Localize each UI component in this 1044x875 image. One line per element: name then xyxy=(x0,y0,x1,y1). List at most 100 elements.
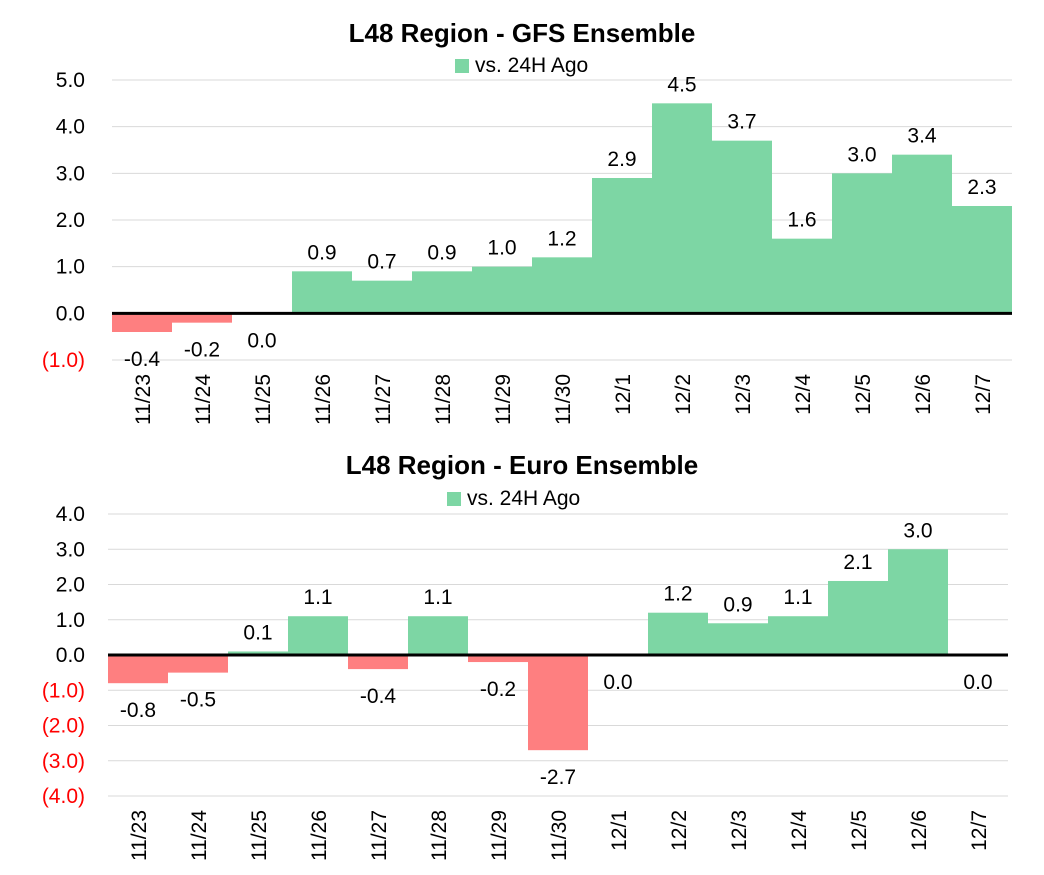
bar xyxy=(352,280,412,314)
data-label: -0.4 xyxy=(360,685,397,708)
data-label: 0.0 xyxy=(963,671,992,694)
data-label: -0.2 xyxy=(480,678,516,701)
data-label: 4.5 xyxy=(667,73,696,96)
x-tick-label: 11/30 xyxy=(552,374,575,425)
x-tick-label: 12/4 xyxy=(788,810,811,851)
x-tick-label: 11/25 xyxy=(248,810,271,861)
x-tick-label: 12/4 xyxy=(792,374,815,415)
bar xyxy=(592,178,652,314)
y-tick-label: 1.0 xyxy=(56,609,85,632)
bar xyxy=(652,103,712,314)
data-label: 2.9 xyxy=(607,148,636,171)
y-tick-label: 3.0 xyxy=(56,538,85,561)
legend-swatch xyxy=(447,492,461,506)
chart-plot-gfs: 5.0 4.0 3.0 2.0 1.0 0.0 (1.0) -0.4 11/23 -0.2 11/2… xyxy=(42,69,1012,425)
bar xyxy=(292,271,352,314)
bar xyxy=(888,549,948,655)
bar xyxy=(832,173,892,314)
x-tick-label: 11/25 xyxy=(252,374,275,425)
bar xyxy=(648,612,708,655)
x-tick-label: 12/7 xyxy=(972,374,995,415)
bar xyxy=(108,655,168,684)
y-tick-label: 2.0 xyxy=(56,209,85,232)
x-tick-label: 12/7 xyxy=(968,810,991,851)
bar xyxy=(708,623,768,655)
x-tick-label: 12/6 xyxy=(908,810,931,851)
x-tick-label: 11/28 xyxy=(428,810,451,861)
chart-panel-gfs: L48 Region - GFS Ensemble vs. 24H Ago 5.… xyxy=(42,18,1012,425)
bar xyxy=(228,651,288,655)
bar xyxy=(892,154,952,314)
data-label: -0.2 xyxy=(184,339,220,362)
chart-title: L48 Region - Euro Ensemble xyxy=(345,450,699,480)
x-tick-label: 11/30 xyxy=(548,810,571,861)
data-label: -2.7 xyxy=(540,766,576,789)
x-tick-label: 12/1 xyxy=(608,810,631,851)
bar xyxy=(828,580,888,655)
data-label: 0.1 xyxy=(243,621,272,644)
y-tick-label: 3.0 xyxy=(56,162,85,185)
data-label: 0.9 xyxy=(427,241,456,264)
data-label: -0.8 xyxy=(120,699,156,722)
x-tick-label: 12/3 xyxy=(728,810,751,851)
bar xyxy=(412,271,472,314)
x-tick-label: 12/2 xyxy=(672,374,695,415)
bar xyxy=(112,313,172,332)
y-tick-label: 4.0 xyxy=(56,116,85,139)
y-tick-label: (2.0) xyxy=(42,715,85,738)
data-label: 0.7 xyxy=(367,251,396,274)
bar xyxy=(528,655,588,751)
bar xyxy=(532,257,592,314)
y-tick-label: 4.0 xyxy=(56,503,85,526)
data-label: 1.1 xyxy=(783,586,812,609)
x-tick-label: 11/29 xyxy=(492,374,515,425)
data-label: 3.7 xyxy=(727,111,756,134)
x-tick-label: 11/26 xyxy=(308,810,331,861)
y-tick-label: 5.0 xyxy=(56,69,85,92)
y-tick-label: 2.0 xyxy=(56,574,85,597)
bar xyxy=(172,313,232,323)
bar xyxy=(408,616,468,655)
data-label: -0.4 xyxy=(124,348,161,371)
x-tick-label: 11/26 xyxy=(312,374,335,425)
x-tick-label: 12/1 xyxy=(612,374,635,415)
x-tick-label: 11/24 xyxy=(192,374,215,425)
data-label: 3.0 xyxy=(903,519,932,542)
bar xyxy=(288,616,348,655)
x-tick-label: 12/6 xyxy=(912,374,935,415)
bar xyxy=(168,655,228,673)
data-label: 2.1 xyxy=(843,551,872,574)
chart-title: L48 Region - GFS Ensemble xyxy=(348,18,696,48)
y-tick-label: (1.0) xyxy=(42,349,85,372)
data-label: 1.2 xyxy=(547,227,576,250)
bar xyxy=(772,238,832,314)
bar xyxy=(468,655,528,663)
x-tick-label: 11/27 xyxy=(368,810,391,861)
legend-label: vs. 24H Ago xyxy=(475,54,589,77)
y-tick-label: (3.0) xyxy=(42,750,85,773)
y-tick-label: 0.0 xyxy=(56,644,85,667)
legend-swatch xyxy=(455,59,469,73)
y-tick-label: 1.0 xyxy=(56,256,85,279)
data-label: 1.0 xyxy=(487,237,516,260)
data-label: 1.1 xyxy=(303,586,332,609)
bar xyxy=(768,616,828,655)
x-tick-label: 12/5 xyxy=(848,810,871,851)
data-label: 0.9 xyxy=(307,241,336,264)
legend: vs. 24H Ago xyxy=(447,487,580,511)
data-label: 0.0 xyxy=(247,329,276,352)
bar xyxy=(348,655,408,670)
legend-label: vs. 24H Ago xyxy=(467,487,581,510)
data-label: 0.9 xyxy=(723,593,752,616)
data-label: 1.6 xyxy=(787,209,816,232)
y-tick-label: 0.0 xyxy=(56,302,85,325)
x-tick-label: 11/23 xyxy=(128,810,151,861)
bar xyxy=(472,266,532,314)
bar xyxy=(952,206,1012,314)
data-label: 3.0 xyxy=(847,143,876,166)
x-tick-label: 11/23 xyxy=(132,374,155,425)
data-label: -0.5 xyxy=(180,689,216,712)
data-label: 0.0 xyxy=(603,671,632,694)
chart-plot-euro: 4.0 3.0 2.0 1.0 0.0 (1.0) (2.0) (3.0) (4.0) -0.8 1… xyxy=(42,503,1008,861)
x-tick-label: 11/27 xyxy=(372,374,395,425)
